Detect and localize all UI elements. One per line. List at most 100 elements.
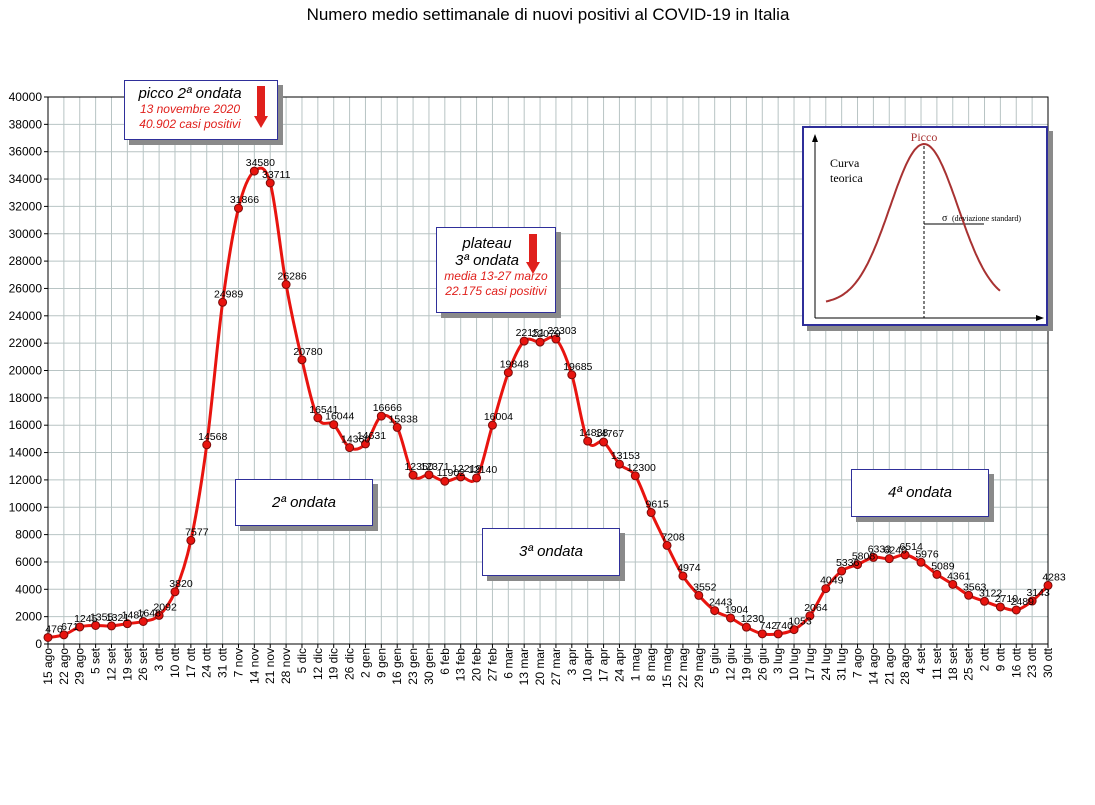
data-point	[741, 622, 751, 632]
peak-annotation: picco 2ª ondata 13 novembre 2020 40.902 …	[124, 80, 278, 140]
data-label: 5336	[836, 557, 860, 569]
data-label: 2092	[153, 601, 177, 613]
data-point	[551, 334, 561, 344]
x-tick-label: 10 apr	[581, 648, 595, 682]
x-tick-label: 15 mag	[660, 648, 674, 688]
inset-bell-curve	[825, 142, 1001, 303]
data-point	[265, 178, 275, 188]
x-tick-label: 7 nov	[231, 648, 245, 677]
data-label: 3563	[963, 581, 987, 593]
data-point	[424, 470, 434, 480]
data-point	[535, 337, 545, 347]
y-tick-label: 2000	[15, 610, 42, 624]
x-tick-label: 5 set	[89, 647, 103, 674]
data-label: 1355	[90, 611, 114, 623]
y-tick-label: 6000	[15, 555, 42, 569]
data-point	[106, 621, 116, 631]
x-tick-label: 19 dic	[327, 648, 341, 680]
x-tick-label: 23 ott	[1025, 647, 1039, 678]
data-label: 1904	[725, 604, 749, 616]
data-label: 14631	[357, 430, 386, 442]
x-tick-label: 28 nov	[279, 648, 293, 684]
data-label: 5976	[915, 548, 939, 560]
data-point	[789, 625, 799, 635]
x-tick-label: 26 set	[136, 647, 150, 680]
data-point	[376, 411, 386, 421]
peak-title: picco 2ª ondata	[138, 85, 242, 102]
data-point	[694, 590, 704, 600]
data-label: 4049	[820, 575, 844, 587]
data-point	[821, 584, 831, 594]
data-label: 4974	[677, 562, 701, 574]
data-point	[297, 355, 307, 365]
data-label: 1487	[122, 610, 146, 622]
chart-title: Numero medio settimanale di nuovi positi…	[307, 5, 790, 24]
data-point	[440, 476, 450, 486]
y-tick-label: 8000	[15, 528, 42, 542]
data-label: 1053	[788, 616, 812, 628]
data-label: 20780	[293, 346, 322, 358]
data-point	[599, 437, 609, 447]
data-label: 3143	[1026, 587, 1050, 599]
x-tick-label: 26 giu	[755, 648, 769, 681]
data-point	[392, 422, 402, 432]
wave4-text: 4ª ondata	[888, 484, 952, 501]
x-tick-label: 29 ago	[73, 648, 87, 685]
data-point	[805, 611, 815, 621]
data-label: 3820	[169, 578, 193, 590]
data-point	[900, 550, 910, 560]
data-label: 16541	[309, 404, 338, 416]
data-label: 14838	[579, 427, 608, 439]
x-tick-label: 22 mag	[676, 648, 690, 688]
x-tick-label: 17 ott	[184, 647, 198, 678]
x-tick-label: 8 mag	[644, 648, 658, 681]
x-tick-label: 3 ott	[152, 647, 166, 671]
data-label: 15838	[389, 413, 418, 425]
data-point	[583, 436, 593, 446]
y-tick-label: 24000	[9, 309, 43, 323]
data-label: 5089	[931, 560, 955, 572]
x-tick-label: 18 set	[946, 647, 960, 680]
peak-cases: 40.902 casi positivi	[139, 117, 241, 131]
data-point	[678, 571, 688, 581]
data-point	[1011, 605, 1021, 615]
x-axis: 15 ago 22 ago 29 ago 5 set 12 set 19 set 26 se…	[41, 644, 1055, 688]
data-point	[281, 280, 291, 290]
markers	[43, 166, 1053, 642]
data-label: 2064	[804, 602, 828, 614]
x-tick-label: 12 set	[104, 647, 118, 680]
plateau-title-2: 3ª ondata	[455, 252, 519, 269]
x-tick-label: 4 set	[914, 647, 928, 674]
y-tick-label: 22000	[9, 336, 43, 350]
x-tick-label: 13 mar	[517, 648, 531, 685]
data-label: 1245	[74, 613, 98, 625]
y-tick-label: 26000	[9, 281, 43, 295]
x-tick-label: 12 dic	[311, 648, 325, 680]
x-tick-label: 30 ott	[1041, 647, 1055, 678]
plateau-range: media 13-27 marzo	[444, 269, 548, 283]
x-tick-label: 26 dic	[343, 648, 357, 680]
data-point	[646, 508, 656, 518]
plateau-title-1: plateau	[462, 235, 512, 252]
peak-date: 13 novembre 2020	[139, 102, 241, 116]
wave2-text: 2ª ondata	[272, 494, 336, 511]
data-label: 740	[775, 620, 793, 632]
wave2-label: 2ª ondata	[235, 479, 373, 526]
data-label: 9615	[645, 499, 669, 511]
wave4-label: 4ª ondata	[851, 469, 989, 517]
data-point	[773, 629, 783, 639]
x-tick-label: 24 apr	[612, 648, 626, 682]
data-label: 14568	[198, 431, 227, 443]
plateau-arrow-icon	[526, 234, 540, 274]
data-label: 14767	[595, 428, 624, 440]
x-tick-label: 25 set	[962, 647, 976, 680]
data-label: 1321	[106, 612, 130, 624]
data-point	[360, 439, 370, 449]
inset-curve-label-2: teorica	[830, 171, 863, 185]
x-tick-label: 24 ott	[200, 647, 214, 678]
data-point	[75, 622, 85, 632]
data-point	[980, 596, 990, 606]
data-point	[630, 471, 640, 481]
inset-sigma-symbol: σ	[942, 213, 948, 224]
data-point	[567, 370, 577, 380]
